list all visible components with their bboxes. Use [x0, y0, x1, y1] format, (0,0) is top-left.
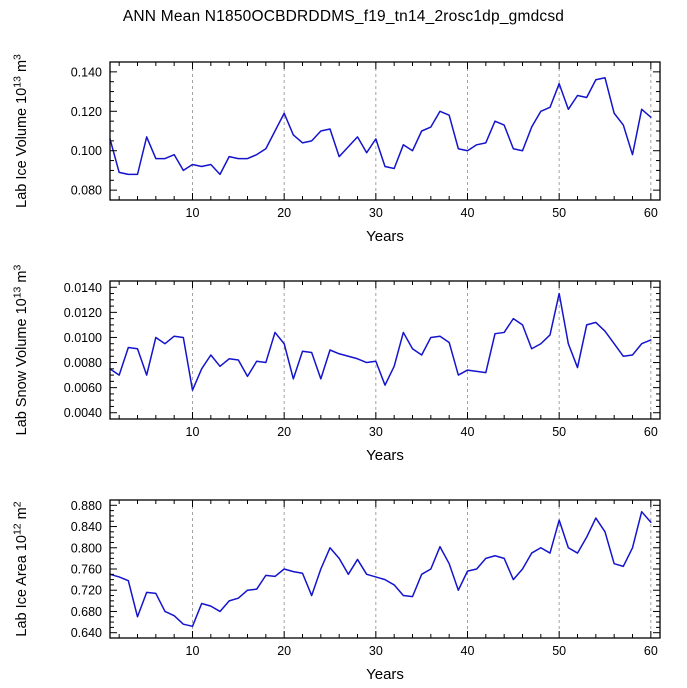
- x-tick-label: 40: [461, 644, 475, 658]
- y-tick-label: 0.760: [71, 563, 102, 577]
- y-tick-label: 0.840: [71, 520, 102, 534]
- x-tick-label: 60: [644, 206, 658, 220]
- y-tick-label: 0.720: [71, 584, 102, 598]
- y-axis-title: Lab Snow Volume 1013 m3: [12, 265, 31, 436]
- x-tick-label: 10: [186, 206, 200, 220]
- chart-svg: 10 20 30 40 50 60 0.080 0.100 0.120 0.140 Years Lab…: [12, 54, 661, 245]
- x-tick-label: 40: [461, 206, 475, 220]
- figure-title: ANN Mean N1850OCBDRDDMS_f19_tn14_2rosc1d…: [122, 8, 565, 25]
- y-tick-label: 0.0140: [64, 281, 102, 295]
- y-tick-label: 0.0040: [64, 406, 102, 420]
- series-line: [109, 77, 652, 176]
- x-tick-label: 30: [369, 206, 383, 220]
- x-tick-label: 10: [186, 425, 200, 439]
- y-axis-title: Lab Ice Area 1012 m2: [12, 501, 31, 636]
- y-tick-label: 0.140: [71, 65, 102, 79]
- chart-svg: 10 20 30 40 50 60 0.0040 0.0060 0.0080 0.0100 0.01…: [12, 265, 661, 464]
- x-tick-label: 30: [369, 425, 383, 439]
- x-tick-label: 20: [277, 425, 291, 439]
- y-tick-label: 0.0080: [64, 356, 102, 370]
- x-tick-label: 40: [461, 425, 475, 439]
- y-tick-label: 0.0100: [64, 331, 102, 345]
- chart-lab-ice-area: 10 20 30 40 50 60 0.640 0.680 0.720 0.760 0.800 0.8…: [0, 468, 687, 687]
- x-tick-label: 50: [552, 644, 566, 658]
- y-tick-label: 0.0060: [64, 381, 102, 395]
- chart-svg: 10 20 30 40 50 60 0.640 0.680 0.720 0.760 0.800 0.8…: [12, 499, 661, 683]
- series-line: [109, 292, 652, 391]
- x-axis-title: Years: [366, 228, 404, 245]
- x-tick-label: 60: [644, 425, 658, 439]
- chart-lab-ice-volume: 10 20 30 40 50 60 0.080 0.100 0.120 0.140 Years Lab…: [0, 30, 687, 249]
- y-tick-label: 0.680: [71, 605, 102, 619]
- x-tick-label: 30: [369, 644, 383, 658]
- x-axis-title: Years: [366, 447, 404, 464]
- x-axis-title: Years: [366, 666, 404, 683]
- x-tick-label: 50: [552, 425, 566, 439]
- y-tick-label: 0.880: [71, 499, 102, 513]
- x-tick-label: 10: [186, 644, 200, 658]
- y-tick-label: 0.120: [71, 105, 102, 119]
- x-tick-label: 20: [277, 644, 291, 658]
- y-tick-label: 0.640: [71, 626, 102, 640]
- x-tick-label: 20: [277, 206, 291, 220]
- x-tick-label: 60: [644, 644, 658, 658]
- y-tick-label: 0.100: [71, 144, 102, 158]
- y-tick-label: 0.800: [71, 541, 102, 555]
- x-tick-label: 50: [552, 206, 566, 220]
- series-line: [109, 510, 652, 628]
- y-axis-title: Lab Ice Volume 1013 m3: [12, 54, 31, 208]
- y-tick-label: 0.0120: [64, 306, 102, 320]
- y-tick-label: 0.080: [71, 184, 102, 198]
- chart-lab-snow-volume: 10 20 30 40 50 60 0.0040 0.0060 0.0080 0.0100 0.01…: [0, 249, 687, 468]
